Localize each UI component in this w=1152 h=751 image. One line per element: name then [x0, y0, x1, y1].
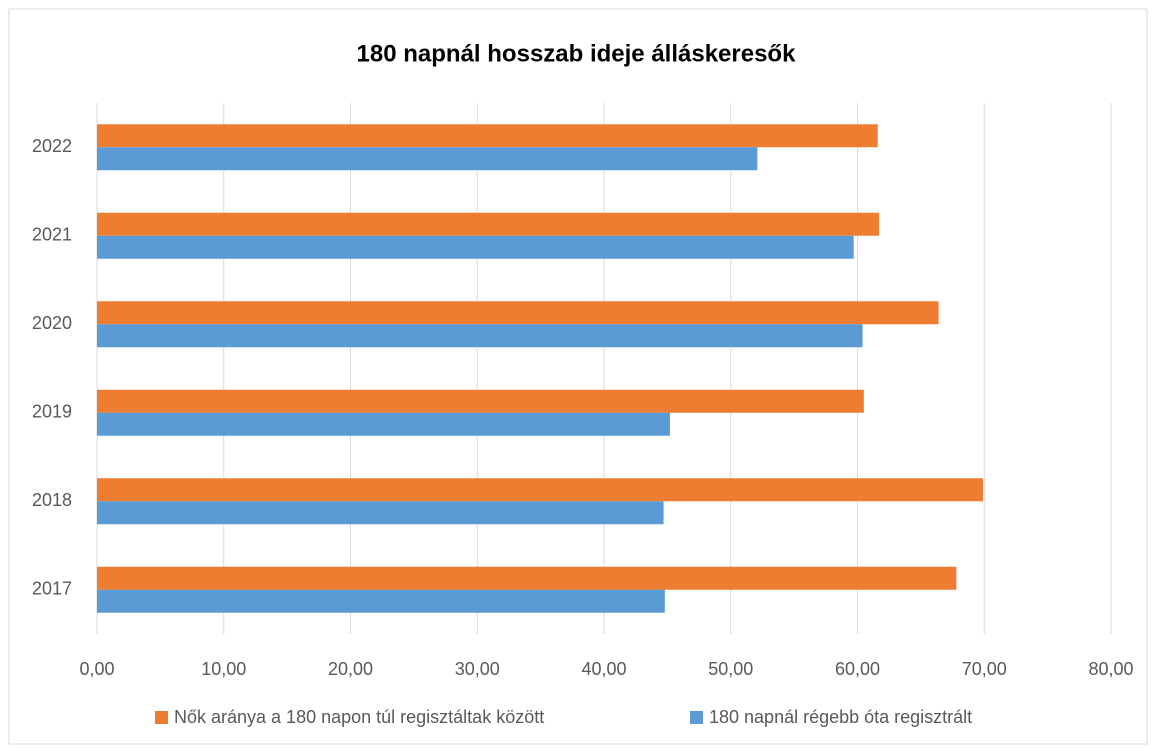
bar	[97, 566, 957, 590]
bar	[97, 147, 758, 171]
bar	[97, 124, 878, 148]
y-tick-label: 2019	[32, 402, 72, 422]
chart-border	[8, 8, 1148, 745]
y-tick-label: 2021	[32, 225, 72, 245]
x-tick-label: 40,00	[581, 659, 626, 679]
bar	[97, 324, 863, 348]
x-tick-label: 10,00	[201, 659, 246, 679]
bar	[97, 212, 880, 236]
legend-swatch	[155, 711, 168, 724]
bar	[97, 412, 670, 436]
y-tick-label: 2020	[32, 313, 72, 333]
legend-label: Nők aránya a 180 napon túl regisztáltak …	[174, 707, 544, 727]
x-tick-label: 50,00	[708, 659, 753, 679]
y-tick-label: 2017	[32, 579, 72, 599]
bar	[97, 235, 854, 259]
x-tick-label: 30,00	[455, 659, 500, 679]
x-tick-label: 80,00	[1088, 659, 1133, 679]
bar	[97, 301, 939, 325]
legend-label: 180 napnál régebb óta regisztrált	[709, 707, 972, 727]
y-tick-label: 2022	[32, 136, 72, 156]
x-tick-label: 0,00	[79, 659, 114, 679]
x-tick-label: 20,00	[328, 659, 373, 679]
bar	[97, 501, 664, 525]
bar	[97, 589, 665, 613]
legend-swatch	[690, 711, 703, 724]
x-tick-label: 70,00	[962, 659, 1007, 679]
x-tick-label: 60,00	[835, 659, 880, 679]
chart-title: 180 napnál hosszab ideje álláskeresők	[357, 40, 797, 67]
y-tick-label: 2018	[32, 490, 72, 510]
bar	[97, 389, 864, 413]
bar	[97, 478, 983, 502]
